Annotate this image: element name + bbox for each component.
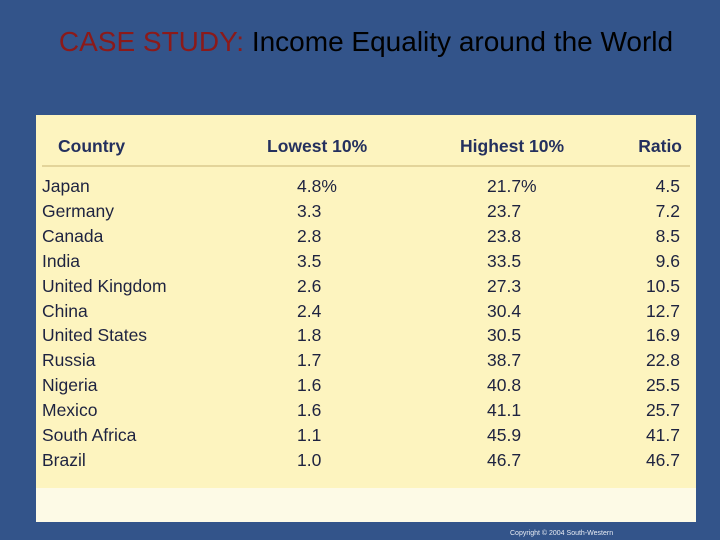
ratio-cell: 46.7 <box>645 449 680 470</box>
title-label: CASE STUDY: <box>58 26 245 57</box>
lowest-10-cell: 1.6 <box>297 400 322 421</box>
highest-10-cell: 41.1 <box>487 400 522 421</box>
country-cell: South Africa <box>42 425 137 445</box>
highest-10-cell: 23.8 <box>487 225 522 246</box>
lowest-10-cell: 1.0 <box>297 449 322 470</box>
title: CASE STUDY: Income Equality around the W… <box>50 24 682 59</box>
table-panel: Country Lowest 10% Highest 10% Ratio Japan 4.… <box>36 115 696 522</box>
country-cell: United Kingdom <box>42 275 167 296</box>
ratio-cell: 25.5 <box>645 375 680 396</box>
column-header: Lowest 10% <box>267 136 368 156</box>
highest-10-cell: 27.3 <box>487 275 522 296</box>
ratio-cell: 12.7 <box>645 300 680 321</box>
lowest-10-cell: 3.5 <box>297 250 322 271</box>
header-rule <box>42 165 690 167</box>
country-cell: Nigeria <box>42 375 98 396</box>
country-cell: Brazil <box>42 449 86 470</box>
country-cell: Mexico <box>42 400 98 421</box>
country-cell: United States <box>42 325 148 346</box>
highest-10-cell: 40.8 <box>487 375 522 396</box>
lowest-10-cell: 2.6 <box>297 275 322 296</box>
title-text: Income Equality around the World <box>251 26 674 57</box>
highest-10-cell: 33.5 <box>487 250 522 271</box>
lowest-10-cell: 1.1 <box>297 425 322 445</box>
ratio-cell: 4.5 <box>655 176 680 196</box>
ratio-cell: 8.5 <box>655 225 680 246</box>
country-cell: Germany <box>42 200 114 221</box>
ratio-cell: 41.7 <box>645 425 680 445</box>
country-cell: Japan <box>42 176 90 196</box>
column-header: Highest 10% <box>460 136 565 156</box>
lowest-10-cell: 2.8 <box>297 225 322 246</box>
ratio-cell: 7.2 <box>655 200 680 221</box>
country-cell: Russia <box>42 350 96 371</box>
lowest-10-cell: 3.3 <box>297 200 322 221</box>
ratio-cell: 22.8 <box>645 350 680 371</box>
lowest-10-cell: 2.4 <box>297 300 322 321</box>
lowest-10-cell: 1.8 <box>297 325 322 346</box>
country-cell: Canada <box>42 225 104 246</box>
highest-10-cell: 38.7 <box>487 350 522 371</box>
column-header: Country <box>58 136 126 156</box>
highest-10-cell: 30.4 <box>487 300 522 321</box>
ratio-cell: 25.7 <box>645 400 680 421</box>
copyright: Copyright © 2004 South-Western <box>510 530 614 537</box>
highest-10-cell: 30.5 <box>487 325 522 346</box>
country-cell: India <box>42 250 80 271</box>
ratio-cell: 16.9 <box>645 325 680 346</box>
ratio-cell: 9.6 <box>655 250 680 271</box>
lowest-10-cell: 1.6 <box>297 375 322 396</box>
highest-10-cell: 21.7% <box>487 176 537 196</box>
lowest-10-cell: 4.8% <box>297 176 337 196</box>
highest-10-cell: 23.7 <box>487 200 522 221</box>
highest-10-cell: 45.9 <box>487 425 522 445</box>
lowest-10-cell: 1.7 <box>297 350 322 371</box>
panel-footer-band <box>36 488 696 522</box>
column-header: Ratio <box>638 136 682 156</box>
country-cell: China <box>42 300 88 321</box>
highest-10-cell: 46.7 <box>487 449 522 470</box>
ratio-cell: 10.5 <box>645 275 680 296</box>
